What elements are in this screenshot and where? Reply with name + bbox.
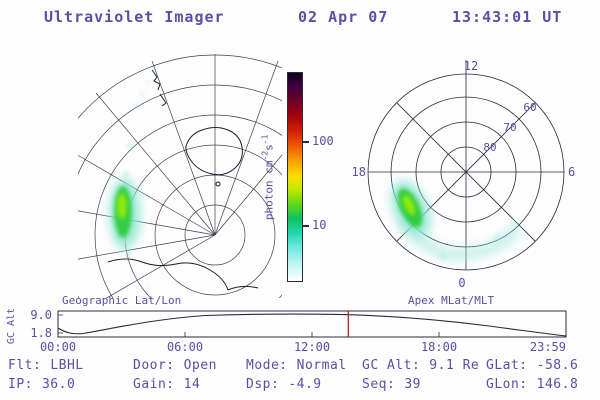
status-glon: GLon: 146.8 [486, 377, 578, 392]
polar-labels: 12 18 6 0 60 70 80 [352, 59, 576, 290]
mlt-label-12: 12 [464, 59, 478, 73]
status-seq-value: 39 [404, 377, 421, 392]
status-gain: Gain: 14 [133, 377, 200, 392]
status-dsp-label: Dsp: [246, 377, 280, 392]
mlt-label-6: 6 [568, 165, 575, 179]
mlat-label-60: 60 [523, 101, 536, 114]
gc-alt-timeseries: 9.0 1.8 GC Alt 00:00 06:00 12:00 18:00 2… [6, 308, 567, 354]
status-dsp: Dsp: -4.9 [246, 377, 322, 392]
status-gcalt: GC Alt: 9.1 Re [362, 358, 479, 373]
colorbar-tick-10: 10 [312, 218, 327, 232]
status-dsp-value: -4.9 [288, 377, 322, 392]
xtick-label-2: 12:00 [294, 340, 330, 354]
status-gcalt-value: 9.1 Re [429, 358, 480, 373]
status-glat: GLat: -58.6 [486, 358, 578, 373]
status-seq: Seq: 39 [362, 377, 421, 392]
status-door-value: Open [183, 358, 217, 373]
gc-alt-curve [57, 313, 567, 337]
ytick-label-top: 9.0 [30, 308, 52, 322]
map-aurora-emission [109, 67, 157, 291]
status-mode: Mode: Normal [246, 358, 347, 373]
status-flt: Flt: LBHL [8, 358, 84, 373]
map-aurora-speckles [123, 67, 157, 291]
map-coastlines [107, 69, 259, 291]
mlt-label-18: 18 [352, 165, 366, 179]
status-glat-label: GLat: [486, 358, 528, 373]
status-seq-label: Seq: [362, 377, 396, 392]
status-gcalt-label: GC Alt: [362, 358, 421, 373]
left-panel-caption: Geographic Lat/Lon [62, 294, 182, 307]
status-gain-label: Gain: [133, 377, 175, 392]
ytick-label-bottom: 1.8 [30, 326, 52, 340]
status-ip-value: 36.0 [41, 377, 76, 392]
geographic-map-panel [78, 54, 282, 298]
polar-aurora-emission [391, 180, 521, 262]
colorbar-tick-mark [303, 225, 309, 227]
mlat-label-70: 70 [503, 121, 516, 134]
mlat-label-80: 80 [483, 141, 496, 154]
colorbar-axis-label: photon cm-2s-1 [261, 117, 276, 237]
status-mode-label: Mode: [246, 358, 288, 373]
status-ip-label: IP: [8, 377, 33, 392]
date-label: 02 Apr 07 [298, 8, 389, 26]
colorbar-label-sup1: -2 [260, 150, 270, 161]
colorbar-gradient [287, 72, 303, 282]
y-axis-label: GC Alt [6, 308, 17, 344]
xtick-label-0: 00:00 [40, 340, 76, 354]
status-glat-value: -58.6 [536, 358, 579, 373]
status-ip: IP: 36.0 [8, 377, 75, 392]
status-mode-value: Normal [296, 358, 347, 373]
timeseries-labels: 9.0 1.8 GC Alt 00:00 06:00 12:00 18:00 2… [6, 308, 566, 354]
colorbar-label-prefix: photon cm [262, 160, 276, 221]
status-glon-label: GLon: [486, 377, 528, 392]
xtick-label-1: 06:00 [167, 340, 203, 354]
mlt-label-0: 0 [458, 276, 465, 290]
apex-polar-plot: 12 18 6 0 60 70 80 [352, 59, 576, 290]
xtick-label-4: 23:59 [530, 340, 566, 354]
xtick-label-3: 18:00 [421, 340, 457, 354]
right-panel-caption: Apex MLat/MLT [408, 294, 495, 307]
status-door: Door: Open [133, 358, 217, 373]
colorbar-tick-mark [303, 141, 309, 143]
colorbar-label-sup2: -1 [260, 134, 270, 145]
colorbar-tick-100: 100 [312, 134, 334, 148]
timeseries-axes [57, 310, 567, 338]
status-glon-value: 146.8 [536, 377, 579, 392]
time-label: 13:43:01 UT [452, 8, 563, 26]
polar-grid [367, 60, 565, 271]
status-gain-value: 14 [183, 377, 201, 392]
status-flt-value: LBHL [50, 358, 84, 373]
app-title: Ultraviolet Imager [44, 8, 225, 26]
status-flt-label: Flt: [8, 358, 42, 373]
status-door-label: Door: [133, 358, 175, 373]
colorbar-label-mid: s [262, 144, 276, 151]
